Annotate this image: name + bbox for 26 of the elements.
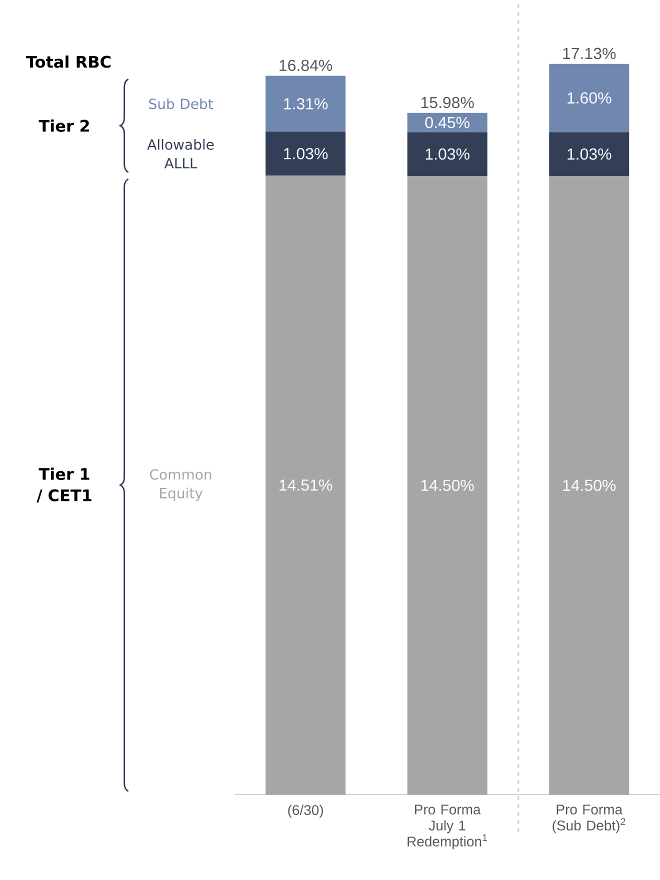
text: Sub Debt: [149, 98, 213, 110]
x-tick-label: Pro Forma (Sub Debt)$^{2}$: [552, 804, 626, 834]
bar: [549, 64, 630, 132]
total-label: 17.13%: [563, 48, 616, 60]
text: Allowable ALLL: [147, 139, 214, 168]
data-label: 0.45%: [425, 116, 470, 128]
total-label: 15.98%: [421, 96, 474, 108]
data-label: 1.31%: [284, 98, 328, 110]
text: Total RBC: [26, 56, 111, 68]
total-label: 16.84%: [280, 60, 332, 72]
data-label: 1.03%: [426, 148, 470, 160]
data-label: 1.03%: [568, 148, 612, 160]
bar: [549, 132, 630, 176]
data-label: 14.51%: [280, 480, 332, 491]
x-tick-label: (6/30): [288, 804, 323, 818]
text: Tier 2: [38, 120, 89, 132]
bar: [407, 132, 488, 176]
text: Common Equity: [150, 469, 212, 502]
bar: [266, 132, 346, 176]
x-tick-label: Pro Forma July 1 Redemption$^{1}$: [408, 804, 487, 850]
bar: [266, 76, 346, 132]
data-label: 14.50%: [563, 480, 616, 492]
data-label: 1.03%: [284, 148, 328, 160]
text: Tier 1 / CET1: [36, 468, 92, 503]
data-label: 1.60%: [568, 92, 612, 104]
data-label: 14.50%: [421, 480, 474, 492]
